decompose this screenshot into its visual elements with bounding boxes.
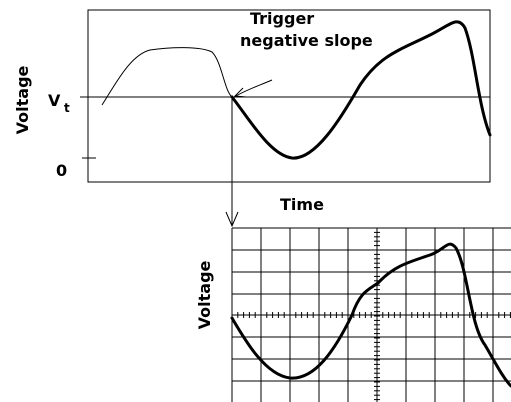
arrow-head (225, 211, 239, 228)
vt-label: V (48, 91, 61, 110)
annotation-line1: Trigger (250, 9, 314, 28)
y-axis-label: Voltage (13, 65, 32, 134)
scope-y-label: Voltage (195, 260, 214, 329)
scope-signal (230, 242, 511, 388)
plot-frame (87, 9, 491, 183)
x-axis-label: Time (280, 195, 324, 214)
annotation-arrow-head (233, 87, 247, 98)
minor-ticks (231, 227, 511, 401)
pre-trigger-signal (101, 47, 233, 106)
annotation-arrow (235, 79, 273, 97)
annotation-line2: negative slope (240, 31, 373, 50)
signal (230, 20, 492, 160)
vt-subscript: t (64, 101, 70, 115)
zero-label: 0 (56, 161, 67, 180)
